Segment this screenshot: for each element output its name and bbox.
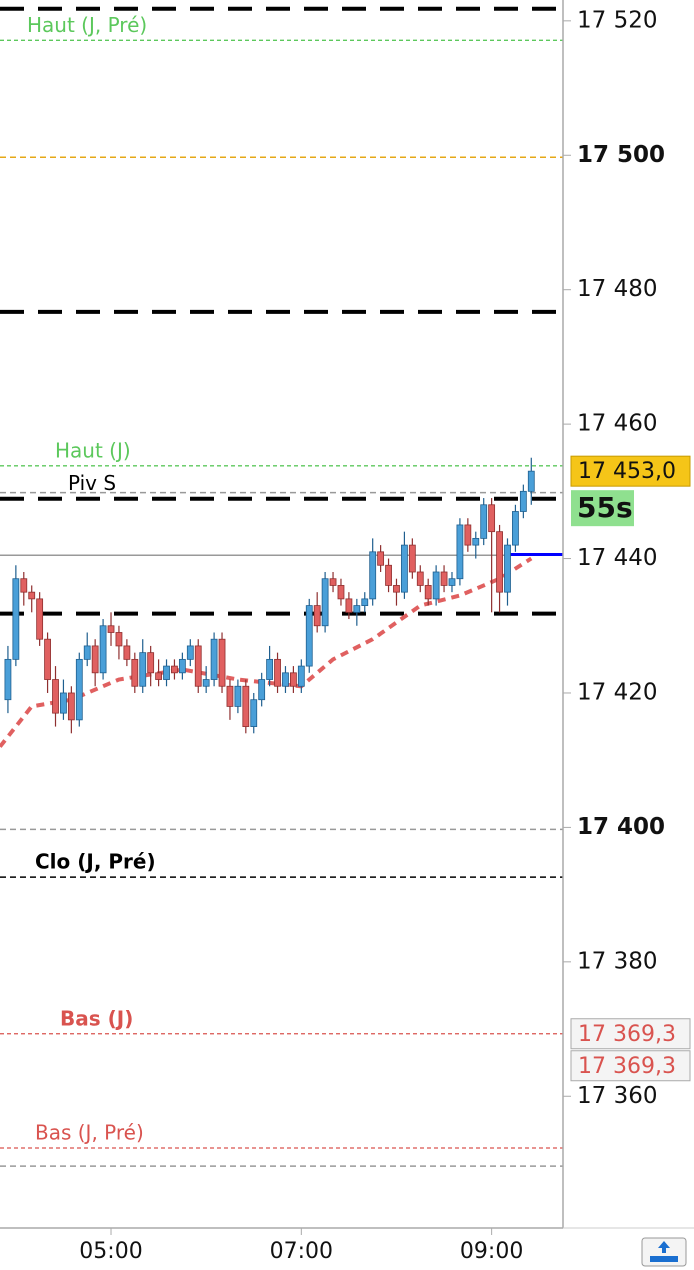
price-label: 17 369,3	[578, 1022, 676, 1047]
candle-body	[464, 524, 472, 546]
candle-body	[178, 658, 186, 674]
candle-body	[448, 578, 456, 586]
price-label-box	[570, 1018, 691, 1050]
candle-body	[527, 470, 535, 492]
candle-body	[321, 578, 329, 627]
candle-body	[432, 571, 440, 600]
candle-body	[250, 699, 258, 727]
candle-body	[234, 685, 242, 707]
candle-body	[242, 685, 250, 727]
candle-body	[28, 591, 36, 600]
candle-body	[139, 652, 147, 687]
candle-body	[361, 598, 369, 606]
y-tick-label: 17 500	[577, 142, 665, 168]
candle-body	[52, 679, 59, 714]
candle-body	[194, 645, 202, 687]
candle-body	[171, 665, 178, 674]
candle-body	[75, 658, 83, 721]
candle-body	[83, 645, 91, 660]
level-label: Haut (J, Pré)	[27, 13, 147, 37]
candle-body	[186, 645, 194, 660]
price-label-box	[570, 455, 691, 487]
candle-body	[67, 692, 75, 721]
candle-body	[480, 504, 488, 539]
button-icon	[658, 1241, 670, 1253]
candle-body	[163, 665, 170, 680]
candle-body	[282, 672, 289, 687]
candle-body	[519, 490, 527, 512]
plot-area: Haut (J, Pré) Haut (J) Piv S Clo (J, Pré) Ba…	[0, 6, 563, 1167]
candle-body	[353, 605, 361, 613]
candle-body	[313, 605, 321, 627]
candle-body	[147, 652, 155, 674]
candle-body	[226, 685, 234, 707]
candle-body	[266, 658, 274, 680]
candle-body	[155, 672, 162, 680]
candle-body	[504, 544, 511, 593]
candle-body	[36, 598, 44, 640]
level-label: Bas (J)	[60, 1006, 133, 1030]
candle-body	[488, 504, 496, 533]
candle-body	[60, 692, 67, 714]
price-label: 17 369,3	[578, 1054, 676, 1079]
y-tick-label: 17 440	[577, 545, 657, 571]
candle-body	[393, 585, 400, 593]
candle-body	[218, 638, 226, 687]
candle-body	[258, 679, 266, 701]
candle-body	[416, 571, 424, 586]
candle-body	[123, 645, 131, 660]
price-label-box	[570, 1050, 691, 1082]
candle-body	[274, 658, 281, 687]
candle-body	[385, 564, 392, 586]
y-tick-label: 17 460	[577, 411, 657, 437]
candle-body	[289, 672, 297, 687]
level-label: Piv S	[68, 471, 116, 495]
level-label: Haut (J)	[55, 438, 131, 462]
candle-body	[12, 578, 20, 660]
candle-body	[202, 679, 210, 687]
level-label: Bas (J, Pré)	[35, 1121, 144, 1145]
candle-body	[472, 537, 480, 546]
candle-body	[115, 632, 123, 647]
countdown: 55s	[577, 491, 633, 524]
candle-body	[91, 645, 99, 674]
candle-body	[4, 658, 12, 701]
candle-body	[512, 511, 519, 546]
candle-body	[20, 578, 28, 593]
level-label: Clo (J, Pré)	[35, 850, 156, 874]
candle-body	[107, 625, 115, 633]
candle-body	[44, 638, 51, 680]
y-tick-label: 17 480	[577, 276, 657, 302]
candle-body	[440, 571, 448, 586]
candle-body	[99, 625, 107, 674]
countdown-box	[571, 490, 634, 527]
price-label: 17 453,0	[578, 459, 676, 484]
candle-body	[496, 531, 503, 593]
candle-body	[329, 578, 337, 586]
y-tick-label: 17 360	[577, 1083, 657, 1109]
x-tick-label: 09:00	[460, 1239, 523, 1264]
y-tick-label: 17 380	[577, 948, 657, 974]
candle-body	[305, 605, 313, 667]
candle-body	[337, 585, 345, 600]
y-tick-label: 17 400	[577, 814, 665, 840]
candle-body	[408, 544, 416, 573]
candle-body	[377, 551, 385, 566]
candle-body	[401, 544, 408, 593]
toolbar-button[interactable]	[641, 1237, 687, 1267]
x-tick-label: 07:00	[270, 1239, 333, 1264]
candle-body	[345, 598, 353, 613]
button-icon	[650, 1256, 678, 1262]
y-tick-label: 17 520	[577, 7, 657, 33]
candle-body	[456, 524, 464, 580]
x-tick-label: 05:00	[79, 1239, 142, 1264]
candle-body	[424, 585, 432, 600]
candle-body	[369, 551, 377, 600]
y-tick-label: 17 420	[577, 679, 657, 705]
candle-body	[210, 638, 218, 680]
candle-body	[297, 665, 305, 687]
candle-body	[131, 658, 139, 687]
